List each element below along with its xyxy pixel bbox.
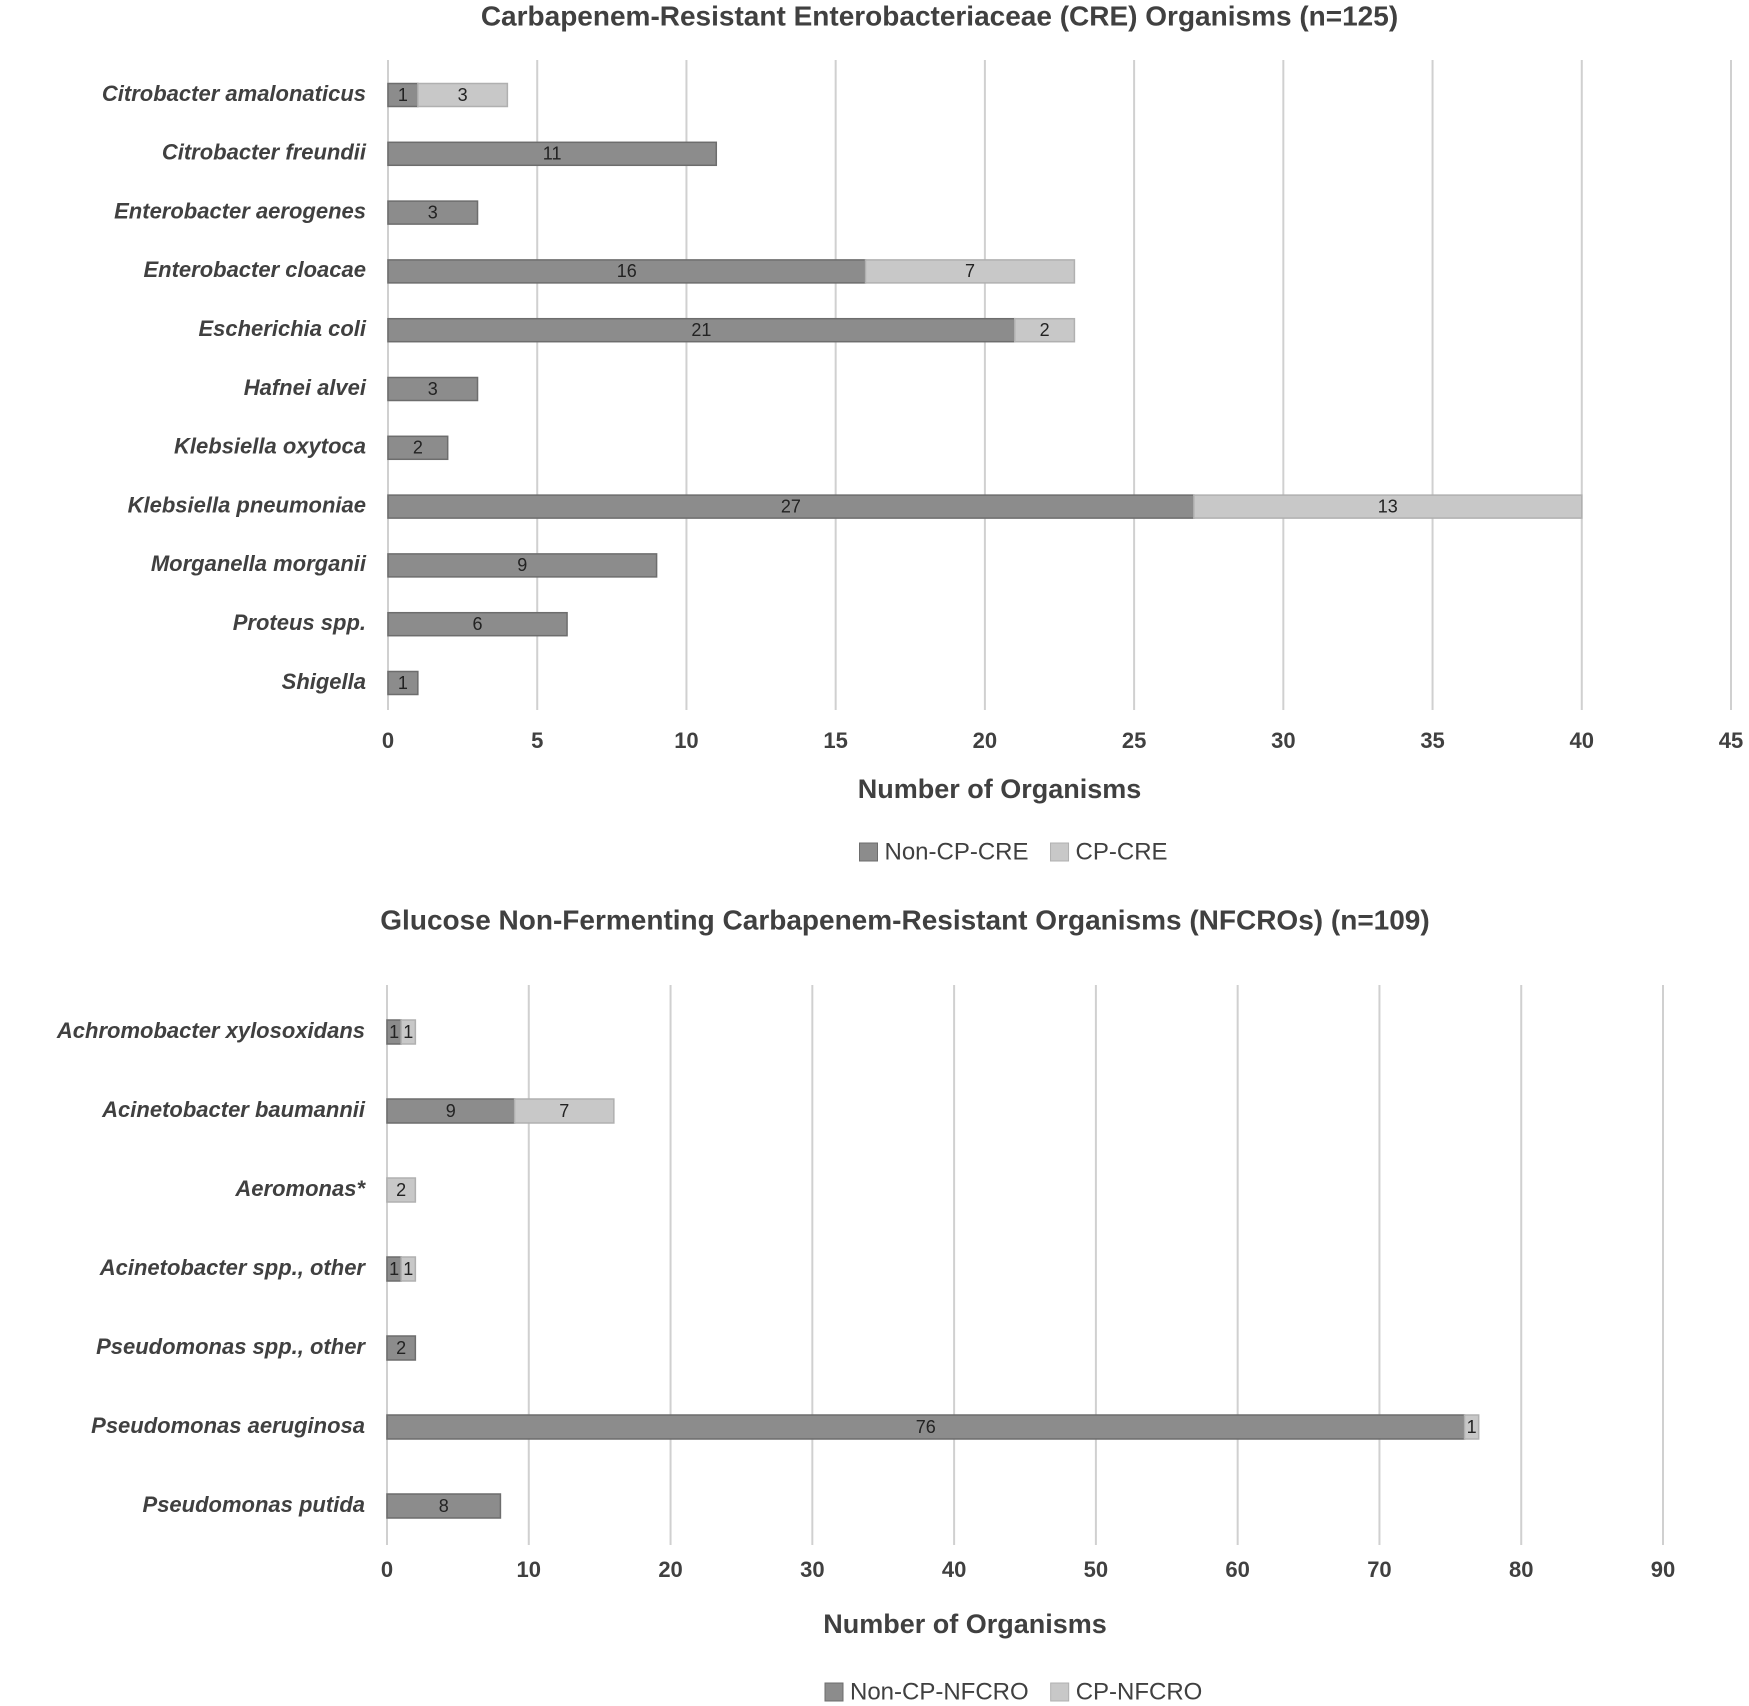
category-label: Citrobacter amalonaticus — [102, 81, 366, 106]
category-label: Hafnei alvei — [244, 375, 367, 400]
x-tick-label: 50 — [1084, 1557, 1108, 1582]
bar-segment — [386, 1414, 1466, 1440]
value-label: 2 — [396, 1180, 406, 1200]
x-tick-label: 30 — [800, 1557, 824, 1582]
value-label: 8 — [439, 1496, 449, 1516]
category-label: Achromobacter xylosoxidans — [56, 1018, 365, 1043]
category-label: Proteus spp. — [233, 610, 366, 635]
value-label: 76 — [916, 1417, 936, 1437]
bar-segment — [387, 611, 568, 637]
value-label: 1 — [398, 673, 408, 693]
value-label: 1 — [389, 1259, 399, 1279]
category-label: Aeromonas* — [234, 1176, 366, 1201]
value-label: 7 — [965, 261, 975, 281]
x-tick-label: 90 — [1651, 1557, 1675, 1582]
value-label: 1 — [389, 1022, 399, 1042]
value-label: 2 — [396, 1338, 406, 1358]
x-tick-label: 0 — [382, 728, 394, 753]
value-label: 27 — [781, 496, 801, 516]
legend-label: Non-CP-CRE — [885, 838, 1029, 865]
bar-segment — [386, 1493, 502, 1519]
legend-swatch — [1050, 842, 1070, 862]
legend-swatch — [859, 842, 878, 862]
value-label: 3 — [428, 202, 438, 222]
category-label: Pseudomonas aeruginosa — [91, 1413, 365, 1438]
bar-segment — [387, 553, 658, 578]
value-label: 1 — [1467, 1417, 1477, 1437]
x-tick-label: 80 — [1509, 1557, 1533, 1582]
value-label: 2 — [413, 438, 423, 458]
x-axis-title: Number of Organisms — [858, 774, 1142, 804]
bar-segment — [387, 141, 718, 167]
category-label: Enterobacter cloacae — [143, 257, 366, 282]
value-label: 9 — [517, 555, 527, 575]
bar-segment — [864, 259, 1076, 284]
category-label: Klebsiella pneumoniae — [128, 492, 366, 517]
value-label: 1 — [403, 1022, 413, 1042]
legend-label: Non-CP-NFCRO — [850, 1678, 1029, 1705]
value-label: 1 — [398, 85, 408, 105]
category-label: Acinetobacter baumannii — [101, 1097, 366, 1122]
x-tick-label: 25 — [1122, 728, 1146, 753]
bar-segment — [387, 376, 479, 402]
legend-swatch — [1050, 1682, 1070, 1702]
x-tick-label: 30 — [1271, 728, 1295, 753]
legend-label: CP-CRE — [1076, 838, 1168, 865]
category-label: Morganella morganii — [151, 551, 367, 576]
x-tick-label: 60 — [1225, 1557, 1249, 1582]
value-label: 2 — [1040, 320, 1050, 340]
x-tick-label: 35 — [1420, 728, 1444, 753]
bar-segment — [387, 670, 419, 696]
x-tick-label: 20 — [658, 1557, 682, 1582]
category-label: Pseudomonas putida — [143, 1492, 365, 1517]
category-label: Klebsiella oxytoca — [174, 434, 366, 459]
category-label: Shigella — [282, 669, 366, 694]
bar-segment — [387, 200, 479, 225]
x-axis-title: Number of Organisms — [823, 1609, 1107, 1639]
x-tick-label: 15 — [823, 728, 847, 753]
bar-segment — [1013, 317, 1076, 343]
value-label: 13 — [1378, 496, 1398, 516]
value-label: 6 — [473, 614, 483, 634]
legend-swatch — [824, 1682, 844, 1702]
bar-segment — [386, 1335, 417, 1361]
value-label: 16 — [617, 261, 637, 281]
category-label: Enterobacter aerogenes — [114, 198, 366, 223]
category-label: Acinetobacter spp., other — [99, 1255, 367, 1280]
value-label: 21 — [691, 320, 711, 340]
x-tick-label: 10 — [674, 728, 698, 753]
bar-segment — [1193, 494, 1583, 519]
x-tick-label: 0 — [381, 1557, 393, 1582]
bar-segment — [400, 1256, 417, 1282]
bar-segment — [400, 1019, 417, 1045]
bar-segment — [387, 435, 449, 461]
x-tick-label: 40 — [1570, 728, 1594, 753]
bar-segment — [417, 82, 509, 108]
x-tick-label: 45 — [1719, 728, 1743, 753]
x-tick-label: 10 — [517, 1557, 541, 1582]
chart-title: Glucose Non-Fermenting Carbapenem-Resist… — [380, 904, 1429, 935]
category-label: Escherichia coli — [198, 316, 366, 341]
value-label: 11 — [543, 144, 562, 164]
x-tick-label: 70 — [1367, 1557, 1391, 1582]
value-label: 1 — [403, 1259, 413, 1279]
value-label: 9 — [446, 1101, 456, 1121]
x-tick-label: 40 — [942, 1557, 966, 1582]
bar-segment — [386, 1177, 417, 1203]
bar-segment — [1463, 1414, 1480, 1440]
value-label: 7 — [559, 1101, 569, 1121]
bar-segment — [513, 1098, 615, 1124]
value-label: 3 — [458, 85, 468, 105]
value-label: 3 — [428, 379, 438, 399]
legend-label: CP-NFCRO — [1076, 1678, 1203, 1705]
category-label: Citrobacter freundii — [162, 140, 367, 165]
category-label: Pseudomonas spp., other — [96, 1334, 366, 1359]
x-tick-label: 5 — [531, 728, 543, 753]
chart-title: Carbapenem-Resistant Enterobacteriaceae … — [481, 0, 1398, 31]
x-tick-label: 20 — [973, 728, 997, 753]
